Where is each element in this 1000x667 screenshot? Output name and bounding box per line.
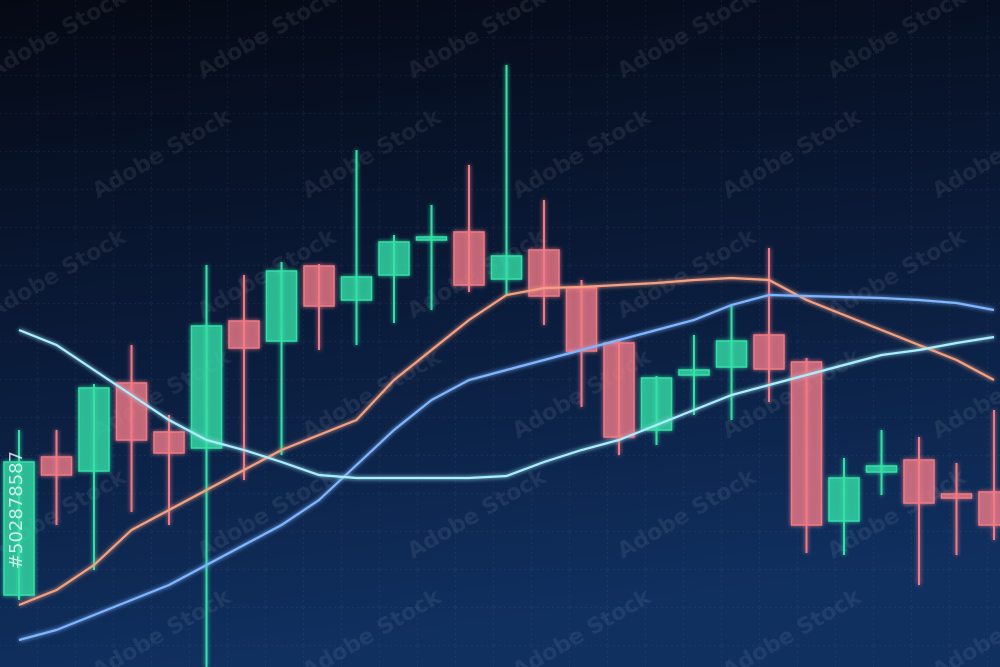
candle-body <box>153 431 185 454</box>
candle-body <box>190 325 223 449</box>
candle-body <box>603 342 635 438</box>
candle-body <box>40 456 73 476</box>
candle-body <box>978 491 1000 526</box>
candle-body <box>228 320 260 349</box>
candle-body <box>340 276 373 301</box>
watermark-id: #502878587 <box>6 451 27 569</box>
moving-average-line <box>18 328 995 480</box>
candle-body <box>753 334 785 370</box>
candle-body <box>115 382 148 441</box>
candle-body <box>303 265 335 307</box>
candle-body <box>865 465 898 473</box>
candle-body <box>490 255 523 280</box>
candle-body <box>453 231 485 286</box>
moving-average-line <box>18 276 995 607</box>
candle-body <box>265 270 298 342</box>
candle-body <box>828 477 860 522</box>
candle-body <box>715 340 748 368</box>
candle-body <box>415 236 448 241</box>
candle-body <box>903 459 935 504</box>
candle-body <box>378 241 410 276</box>
moving-average-line <box>18 293 995 642</box>
candle-body <box>678 369 710 376</box>
candle-body <box>3 461 35 596</box>
plot <box>3 65 1000 667</box>
candle-body <box>640 377 673 431</box>
candle-body <box>565 287 598 352</box>
candle-body <box>790 361 823 526</box>
candle-body <box>940 493 973 499</box>
candle-body <box>78 387 110 472</box>
